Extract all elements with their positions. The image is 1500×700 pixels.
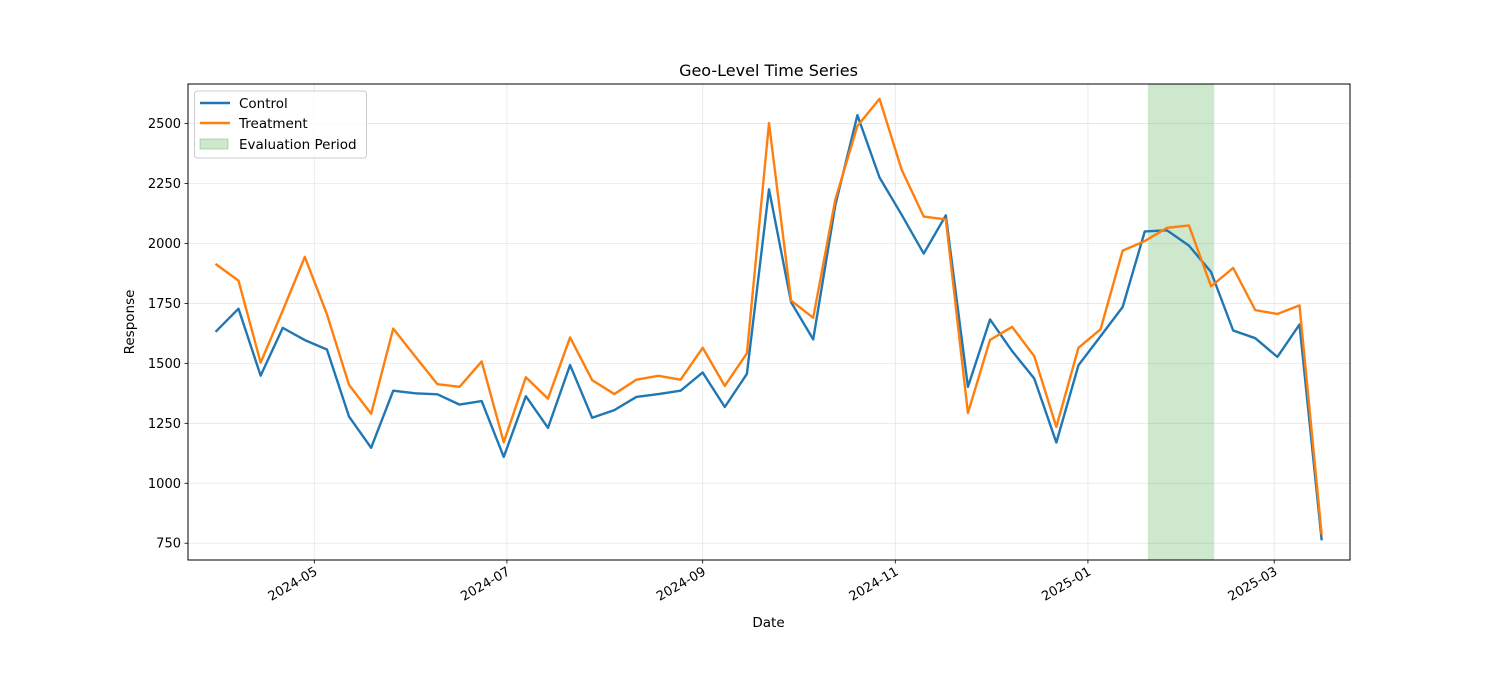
y-tick-label: 1250 [148,417,181,432]
x-tick-label: 2025-03 [1226,564,1281,604]
legend-swatch-evaluation-period [199,138,229,150]
x-tick-label: 2024-09 [654,564,709,604]
y-axis-ticks: 750 1000 1250 1500 1750 2000 2250 2500 [148,117,188,552]
y-tick-label: 1750 [148,297,181,312]
x-tick-label: 2024-07 [458,564,513,604]
series-layer [214,97,1323,541]
y-tick-label: 750 [156,537,181,552]
x-tick-label: 2024-05 [266,564,321,604]
x-tick-label: 2025-01 [1039,564,1094,604]
plot-frame [187,83,1351,561]
legend-label-control: Control [239,96,288,112]
evaluation-period-band [1147,84,1215,560]
y-axis-label: Response [122,290,138,355]
y-tick-label: 1500 [148,357,181,372]
chart-title: Geo-Level Time Series [679,61,858,80]
x-axis-label: Date [752,615,784,631]
y-tick-label: 2250 [148,177,181,192]
legend-label-evaluation-period: Evaluation Period [239,137,357,153]
y-tick-label: 1000 [148,477,181,492]
series-line-treatment [214,97,1323,535]
legend-box [194,90,367,159]
y-tick-label: 2000 [148,237,181,252]
x-axis-ticks: 2024-05 2024-07 2024-09 2024-11 2025-01 2025-… [266,560,1280,605]
legend: Control Treatment Evaluation Period [194,90,367,159]
legend-label-treatment: Treatment [238,116,308,132]
x-tick-label: 2024-11 [847,564,902,604]
y-tick-label: 2500 [148,117,181,132]
series-line-control [214,113,1323,541]
